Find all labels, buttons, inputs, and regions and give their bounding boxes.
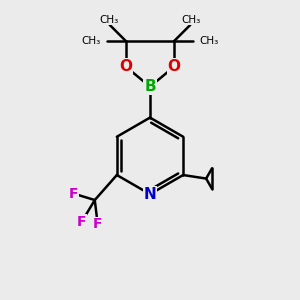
- Text: CH₃: CH₃: [81, 36, 100, 46]
- Text: F: F: [77, 215, 86, 229]
- Text: F: F: [93, 217, 103, 231]
- Text: O: O: [168, 59, 181, 74]
- Text: F: F: [69, 187, 78, 201]
- Text: CH₃: CH₃: [200, 36, 219, 46]
- Text: B: B: [144, 79, 156, 94]
- Text: N: N: [144, 187, 156, 202]
- Text: CH₃: CH₃: [99, 15, 119, 25]
- Text: CH₃: CH₃: [182, 15, 201, 25]
- Text: O: O: [119, 59, 132, 74]
